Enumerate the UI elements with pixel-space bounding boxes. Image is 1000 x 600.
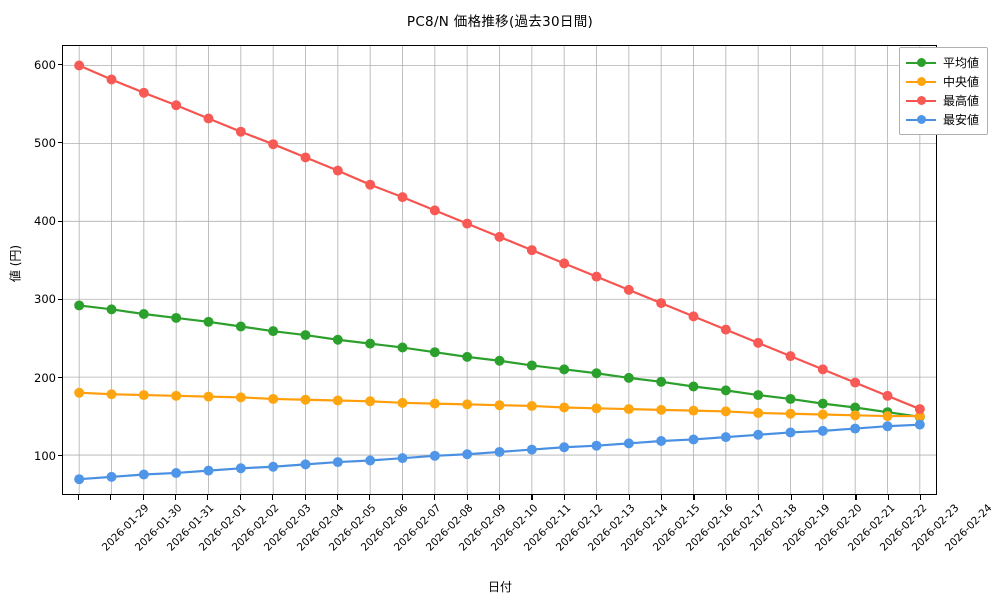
- y-tick-mark: [57, 455, 62, 457]
- x-tick-mark: [110, 495, 112, 500]
- x-tick-mark: [142, 495, 144, 500]
- legend-label: 中央値: [942, 74, 979, 89]
- x-tick-mark: [434, 495, 436, 500]
- x-tick-mark: [369, 495, 371, 500]
- legend-label: 最高値: [942, 93, 979, 108]
- x-tick-mark: [174, 495, 177, 500]
- y-tick-mark: [57, 142, 62, 144]
- legend-marker-icon: [905, 94, 936, 108]
- x-tick-mark: [466, 495, 468, 500]
- y-tick-mark: [57, 298, 62, 300]
- legend-marker-icon: [905, 75, 936, 89]
- x-tick-mark: [272, 495, 274, 500]
- legend-item[interactable]: 中央値: [905, 72, 979, 91]
- y-tick-label: 400: [34, 214, 56, 229]
- x-tick-mark: [725, 495, 727, 500]
- y-tick-label: 500: [34, 135, 56, 150]
- x-tick-mark: [531, 495, 533, 500]
- legend-item[interactable]: 最安値: [905, 110, 979, 129]
- x-tick-mark: [823, 495, 825, 500]
- x-tick-mark: [596, 495, 598, 500]
- y-tick-label: 100: [34, 448, 56, 463]
- y-tick-mark: [57, 377, 62, 379]
- y-tick-mark: [57, 64, 62, 66]
- legend-item[interactable]: 最高値: [905, 91, 979, 110]
- x-tick-mark: [207, 495, 209, 500]
- x-tick-mark: [563, 495, 565, 500]
- chart-title: PC8/N 価格推移(過去30日間): [406, 14, 594, 30]
- x-tick-mark: [887, 495, 889, 500]
- x-tick-mark: [920, 495, 922, 500]
- x-tick-mark: [336, 495, 339, 500]
- x-tick-mark: [499, 495, 501, 500]
- y-tick-label: 600: [34, 57, 56, 72]
- x-tick-mark: [239, 495, 241, 500]
- legend-label: 最安値: [942, 112, 979, 127]
- x-tick-mark: [304, 495, 306, 500]
- x-tick-mark: [855, 495, 857, 500]
- legend-label: 平均値: [942, 55, 979, 70]
- y-tick-mark: [57, 220, 62, 222]
- legend-marker-icon: [905, 56, 936, 70]
- legend: 平均値中央値最高値最安値: [898, 47, 988, 135]
- x-tick-mark: [77, 495, 79, 500]
- plot-area: [62, 45, 937, 495]
- y-tick-label: 200: [34, 370, 56, 385]
- x-tick-mark: [661, 495, 663, 500]
- data-series-layer: [74, 60, 925, 485]
- legend-marker-icon: [905, 113, 936, 127]
- x-tick-mark: [401, 495, 403, 500]
- x-tick-mark: [628, 495, 630, 500]
- y-tick-label: 300: [34, 292, 56, 307]
- x-tick-mark: [790, 495, 792, 500]
- x-tick-mark: [758, 495, 760, 500]
- legend-item[interactable]: 平均値: [905, 53, 979, 72]
- x-tick-mark: [693, 495, 695, 500]
- x-axis-label: 日付: [487, 580, 512, 594]
